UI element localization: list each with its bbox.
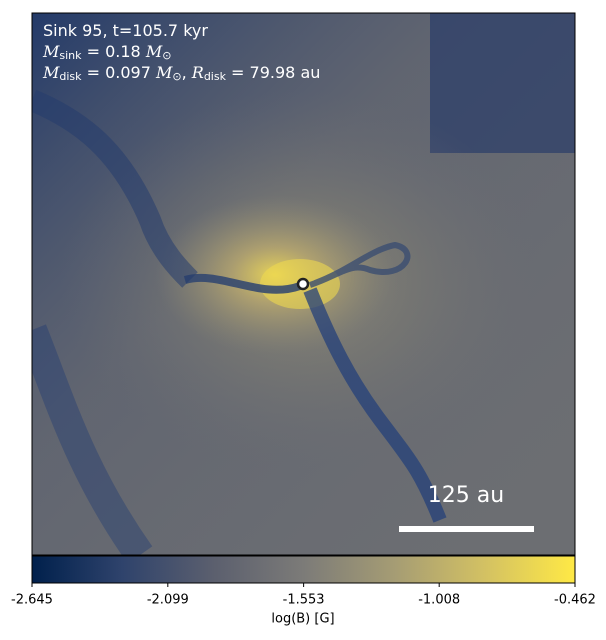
annotation-part: sink (59, 49, 82, 62)
annotation-part: ⊙ (172, 70, 181, 83)
field-image (32, 13, 575, 555)
frame (31, 12, 576, 556)
scale-bar-label: 125 au (428, 483, 504, 508)
sink-marker (296, 277, 310, 291)
tick-label: -1.553 (283, 593, 325, 608)
colorbar-ticks: -2.645 -2.099 -1.553 -1.008 -0.462 (11, 583, 596, 608)
colorbar-label: log(B) [G] (271, 612, 334, 627)
annotation-part: = 0.18 (82, 42, 146, 61)
tick-label: -0.462 (554, 593, 596, 608)
annotation-part: = 0.097 (82, 63, 156, 82)
annotation-part: M (155, 63, 173, 82)
tick-label: -2.099 (147, 593, 189, 608)
annotation-part: disk (59, 70, 82, 83)
annotation: Sink 95, t=105.7 kyr (43, 21, 208, 40)
annotation-part: M (145, 42, 163, 61)
annotation-part: R (191, 63, 204, 82)
colorbar (31, 555, 576, 584)
scale-bar (399, 526, 534, 532)
annotation-part: = 79.98 au (226, 63, 320, 82)
annotation: Msink = 0.18 M⊙ (42, 42, 171, 63)
annotation-part: , (182, 63, 192, 82)
annotation: Mdisk = 0.097 M⊙, Rdisk = 79.98 au (42, 63, 320, 84)
tick-label: -1.008 (418, 593, 460, 608)
annotation-part: M (42, 63, 60, 82)
annotation-part: ⊙ (162, 49, 171, 62)
annotation-part: M (42, 42, 60, 61)
annotation-part: Sink 95, t=105.7 kyr (43, 21, 208, 40)
tick-label: -2.645 (11, 593, 53, 608)
annotation-part: disk (204, 70, 227, 83)
